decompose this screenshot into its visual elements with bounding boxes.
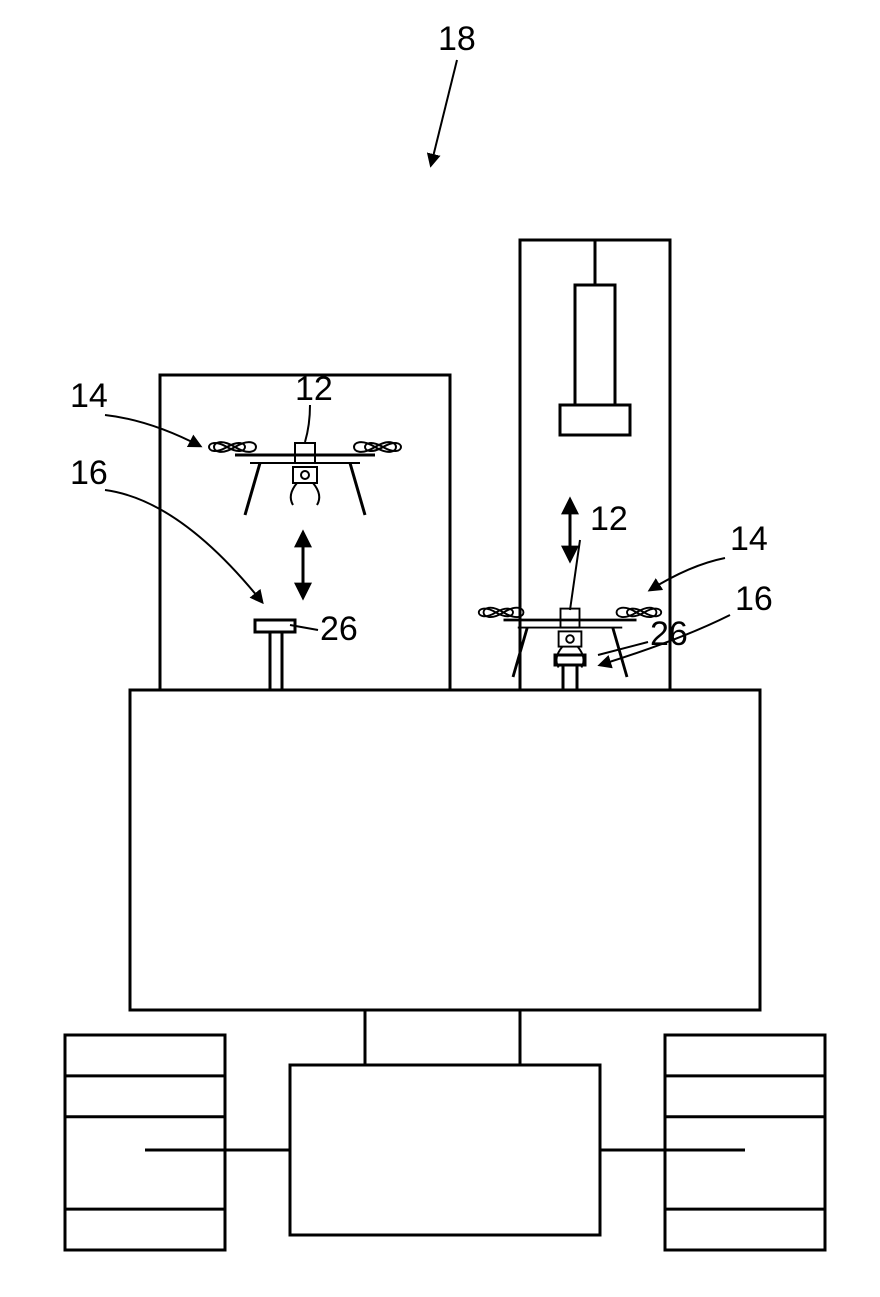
label-16-right: 16 <box>735 580 773 618</box>
leader-line <box>305 405 310 442</box>
label-26-right: 26 <box>650 615 688 653</box>
label-26-left: 26 <box>320 610 358 648</box>
drone-left <box>209 442 401 515</box>
label-12-left: 12 <box>295 370 333 408</box>
label-16-left: 16 <box>70 454 108 492</box>
leader-line <box>598 642 648 655</box>
hammer-body <box>575 285 615 405</box>
chassis-box <box>290 1065 600 1235</box>
leader-line <box>105 415 200 446</box>
drone-hub <box>561 609 580 628</box>
track-left <box>65 1035 225 1250</box>
pedestal-left-top <box>255 620 295 632</box>
hammer-head <box>560 405 630 435</box>
label-14-right: 14 <box>730 520 768 558</box>
label-18: 18 <box>438 20 476 58</box>
pedestal-left-stem <box>270 632 282 690</box>
drone-hub <box>295 443 315 463</box>
drone-right <box>479 608 661 677</box>
mast-tower <box>520 240 670 690</box>
leader-line <box>105 490 262 602</box>
diagram-canvas: 18 14 16 12 26 12 14 16 26 <box>0 0 880 1297</box>
label-12-right: 12 <box>590 500 628 538</box>
pedestal-right-stem <box>563 665 577 690</box>
left-compartment <box>160 375 450 690</box>
label-14-left: 14 <box>70 377 108 415</box>
vehicle-body <box>130 690 760 1010</box>
leader-line <box>650 558 725 590</box>
track-right <box>665 1035 825 1250</box>
